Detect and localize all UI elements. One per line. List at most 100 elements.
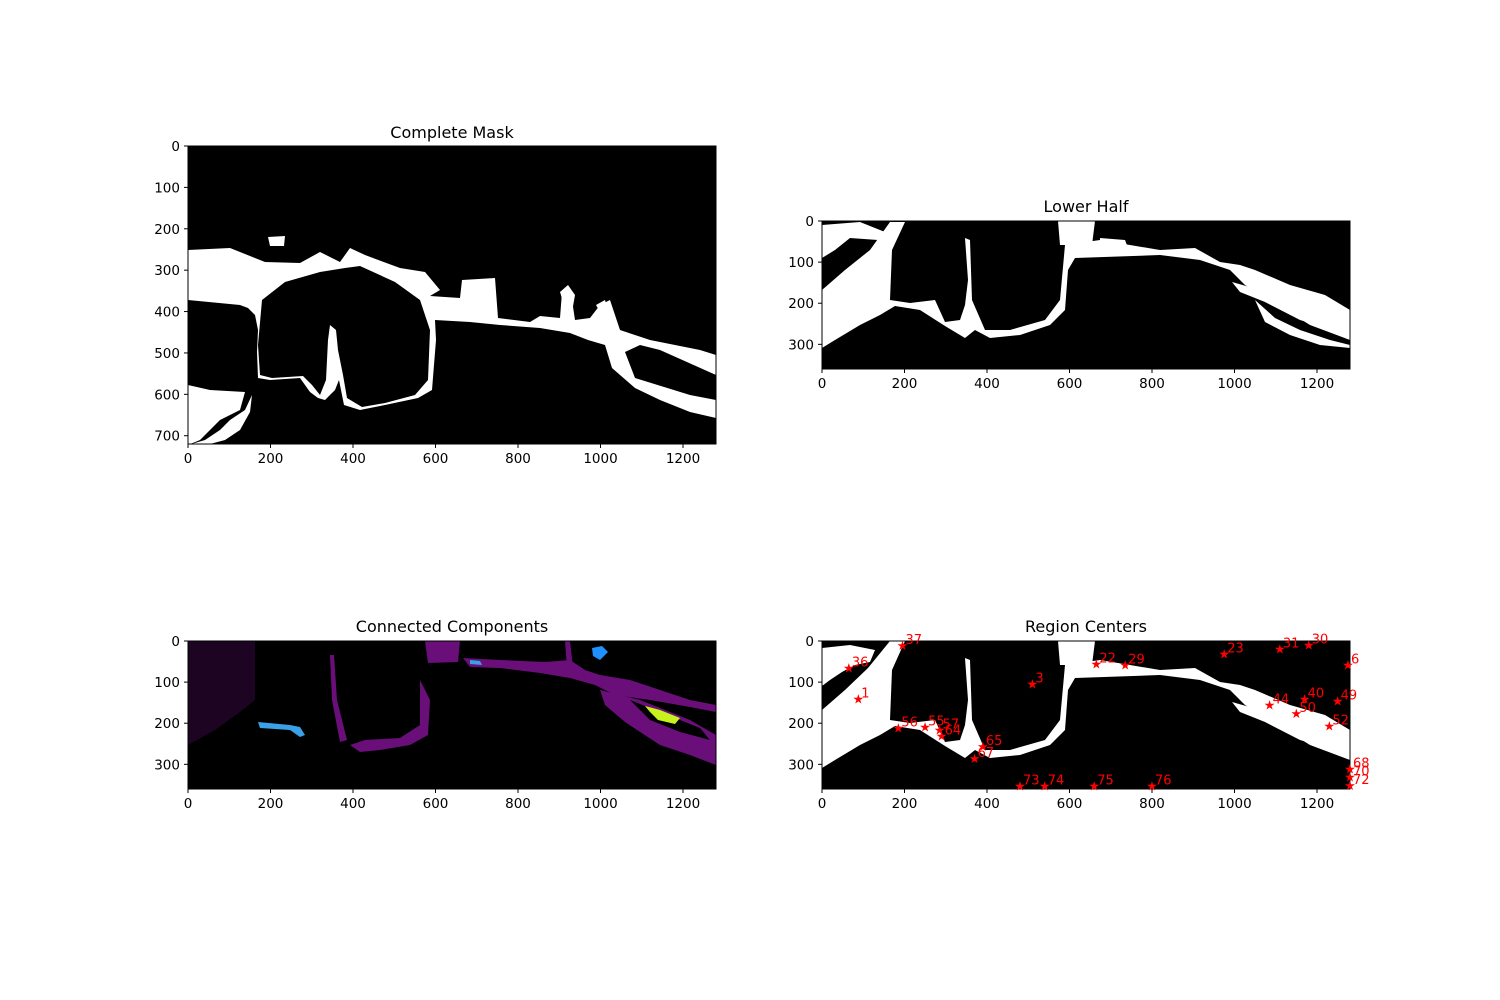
region-center-marker: ★ [892,721,904,736]
y-tick-label: 600 [154,387,180,403]
region-center-label: 30 [1312,632,1329,647]
x-tick-label: 800 [1139,376,1165,392]
region-center-label: 3 [1035,671,1043,686]
region-center-label: 57 [943,717,960,732]
region-center-label: 29 [1128,652,1145,667]
lower-half-image [822,221,1350,369]
x-tick-label: 0 [184,796,193,812]
region-center-marker: ★ [1342,658,1354,673]
x-tick-label: 800 [505,796,531,812]
region-center-label: 64 [945,724,962,739]
panel-complete-mask: Complete Mask 0 200 400 600 800 1000 1200 0 100 2… [154,123,717,467]
region-center-marker: ★ [1119,658,1131,673]
y-tick-label: 200 [788,296,814,312]
x-tick-label: 400 [974,796,1000,812]
x-tick-label: 1200 [1300,376,1334,392]
x-tick-label: 800 [505,451,531,467]
region-center-marker: ★ [969,752,981,767]
panel-lower-half: Lower Half 0 200 400 600 800 1000 1200 0 100 200 3… [788,197,1351,392]
x-tick-label: 200 [892,796,918,812]
region-center-marker: ★ [1344,762,1356,777]
region-center-label: 67 [978,746,995,761]
y-tick-label: 100 [154,675,180,691]
region-center-marker: ★ [1324,719,1336,734]
x-tick-label: 200 [892,376,918,392]
region-center-label: 74 [1048,774,1065,789]
y-tick-label: 100 [788,675,814,691]
y-tick-label: 200 [788,716,814,732]
y-tick-label: 300 [788,337,814,353]
x-tick-label: 1000 [1217,376,1251,392]
y-tick-label: 0 [805,634,814,650]
region-center-label: 49 [1341,689,1358,704]
x-tick-label: 1200 [666,451,700,467]
region-center-marker: ★ [852,693,864,708]
x-tick-label: 800 [1139,796,1165,812]
region-center-marker: ★ [1014,780,1026,795]
region-center-marker: ★ [1303,638,1315,653]
mask-image [188,146,716,444]
region-centers-image [822,641,1350,789]
region-center-markers: ★1★3★6★22 ★23★29★30★31★36★37★40★44 ★49★50★… [843,632,1370,794]
region-center-label: 44 [1273,693,1290,708]
y-tick-label: 200 [154,716,180,732]
region-center-label: 70 [1353,765,1370,780]
y-tick-label: 100 [788,255,814,271]
region-center-marker: ★ [1088,780,1100,795]
y-tick-label: 0 [805,214,814,230]
y-tick-label: 300 [154,757,180,773]
x-tick-label: 200 [258,796,284,812]
region-center-marker: ★ [1218,647,1230,662]
panel-connected-components: Connected Components 0 200 400 600 800 1000 12… [154,617,717,812]
panel-region-centers: Region Centers 0 200 400 600 800 1000 12000100… [788,617,1369,812]
x-tick-label: 200 [258,451,284,467]
x-tick-label: 400 [340,796,366,812]
region-center-marker: ★ [919,721,931,736]
x-tick-label: 1000 [1217,796,1251,812]
region-center-marker: ★ [1090,658,1102,673]
x-tick-label: 600 [1057,376,1083,392]
region-center-label: 56 [901,715,918,730]
region-center-marker: ★ [897,639,909,654]
x-tick-label: 1200 [1300,796,1334,812]
region-center-label: 31 [1283,636,1300,651]
region-center-marker: ★ [977,740,989,755]
region-center-marker: ★ [934,723,946,738]
region-center-label: 75 [1097,774,1114,789]
region-center-label: 72 [1353,773,1370,788]
region-center-label: 22 [1099,652,1116,667]
region-center-label: 76 [1155,774,1172,789]
region-center-marker: ★ [1332,695,1344,710]
panel-title: Lower Half [1044,197,1129,216]
y-tick-label: 200 [154,222,180,238]
region-center-label: 52 [1332,713,1349,728]
y-tick-label: 700 [154,429,180,445]
x-tick-label: 0 [184,451,193,467]
y-tick-label: 300 [788,757,814,773]
x-tick-label: 0 [818,376,827,392]
region-center-label: 6 [1351,652,1359,667]
y-tick-label: 400 [154,305,180,321]
y-tick-label: 500 [154,346,180,362]
x-tick-label: 600 [423,796,449,812]
region-center-label: 1 [861,687,869,702]
y-tick-label: 100 [154,180,180,196]
y-tick-label: 0 [171,634,180,650]
components-image [188,641,716,789]
region-center-marker: ★ [1291,707,1303,722]
panel-title: Complete Mask [390,123,514,142]
x-tick-label: 600 [1057,796,1083,812]
x-tick-label: 1000 [583,796,617,812]
x-tick-label: 0 [818,796,827,812]
x-tick-label: 400 [340,451,366,467]
region-center-marker: ★ [1274,642,1286,657]
region-center-marker: ★ [1344,779,1356,794]
panel-title: Region Centers [1025,617,1147,636]
region-center-marker: ★ [936,730,948,745]
y-tick-label: 300 [154,263,180,279]
x-tick-label: 1000 [583,451,617,467]
region-center-marker: ★ [1299,693,1311,708]
region-center-label: 68 [1353,756,1370,771]
region-center-label: 36 [852,656,869,671]
region-center-label: 65 [986,734,1003,749]
